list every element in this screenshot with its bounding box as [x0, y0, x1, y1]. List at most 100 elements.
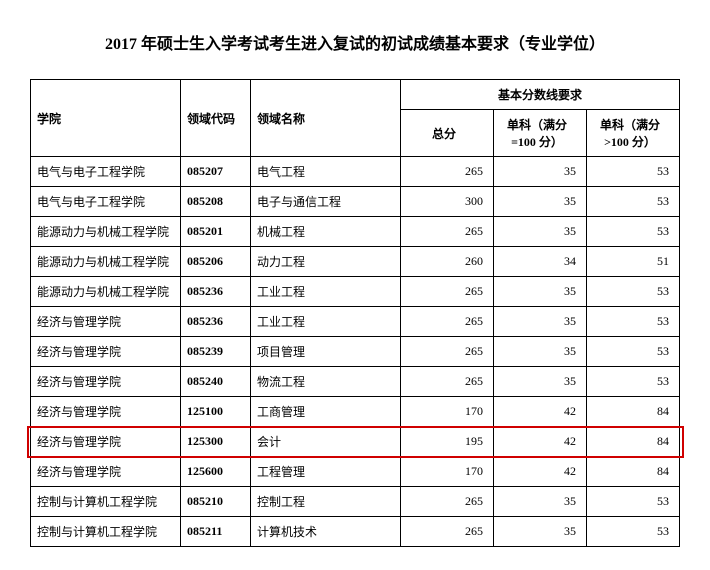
th-sub2: 单科（满分>100 分） — [587, 110, 680, 157]
cell-sub2: 53 — [587, 157, 680, 187]
table-body: 电气与电子工程学院085207电气工程2653553电气与电子工程学院08520… — [31, 157, 680, 547]
cell-sub2: 53 — [587, 217, 680, 247]
cell-sub1: 35 — [494, 157, 587, 187]
cell-college: 控制与计算机工程学院 — [31, 517, 181, 547]
cell-college: 经济与管理学院 — [31, 427, 181, 457]
cell-sub1: 35 — [494, 337, 587, 367]
th-score-group: 基本分数线要求 — [401, 80, 680, 110]
table-row: 电气与电子工程学院085208电子与通信工程3003553 — [31, 187, 680, 217]
th-total: 总分 — [401, 110, 494, 157]
cell-sub1: 35 — [494, 217, 587, 247]
cell-code: 085211 — [181, 517, 251, 547]
cell-total: 265 — [401, 517, 494, 547]
cell-sub1: 35 — [494, 277, 587, 307]
table-row: 经济与管理学院125600工程管理1704284 — [31, 457, 680, 487]
cell-sub2: 53 — [587, 337, 680, 367]
cell-code: 125100 — [181, 397, 251, 427]
cell-sub2: 84 — [587, 457, 680, 487]
table-row: 控制与计算机工程学院085211计算机技术2653553 — [31, 517, 680, 547]
table-row: 经济与管理学院085239项目管理2653553 — [31, 337, 680, 367]
cell-college: 能源动力与机械工程学院 — [31, 247, 181, 277]
cell-total: 265 — [401, 367, 494, 397]
table-row: 电气与电子工程学院085207电气工程2653553 — [31, 157, 680, 187]
cell-total: 265 — [401, 487, 494, 517]
cell-code: 085210 — [181, 487, 251, 517]
cell-total: 195 — [401, 427, 494, 457]
cell-name: 动力工程 — [251, 247, 401, 277]
cell-sub1: 34 — [494, 247, 587, 277]
cell-sub2: 53 — [587, 307, 680, 337]
cell-total: 170 — [401, 457, 494, 487]
cell-sub1: 35 — [494, 307, 587, 337]
cell-sub2: 51 — [587, 247, 680, 277]
cell-college: 经济与管理学院 — [31, 457, 181, 487]
cell-name: 工程管理 — [251, 457, 401, 487]
cell-college: 经济与管理学院 — [31, 337, 181, 367]
cell-name: 计算机技术 — [251, 517, 401, 547]
cell-total: 265 — [401, 217, 494, 247]
cell-sub2: 84 — [587, 427, 680, 457]
cell-sub2: 53 — [587, 487, 680, 517]
cell-code: 125600 — [181, 457, 251, 487]
table-row: 经济与管理学院085236工业工程2653553 — [31, 307, 680, 337]
cell-code: 125300 — [181, 427, 251, 457]
cell-sub1: 42 — [494, 397, 587, 427]
cell-college: 控制与计算机工程学院 — [31, 487, 181, 517]
cell-college: 电气与电子工程学院 — [31, 187, 181, 217]
cell-total: 300 — [401, 187, 494, 217]
cell-total: 260 — [401, 247, 494, 277]
cell-name: 物流工程 — [251, 367, 401, 397]
cell-sub1: 35 — [494, 517, 587, 547]
cell-code: 085206 — [181, 247, 251, 277]
table-row: 经济与管理学院125100工商管理1704284 — [31, 397, 680, 427]
cell-name: 电子与通信工程 — [251, 187, 401, 217]
cell-college: 能源动力与机械工程学院 — [31, 217, 181, 247]
table-row: 经济与管理学院085240物流工程2653553 — [31, 367, 680, 397]
cell-college: 经济与管理学院 — [31, 367, 181, 397]
th-college: 学院 — [31, 80, 181, 157]
cell-name: 电气工程 — [251, 157, 401, 187]
cell-sub2: 84 — [587, 397, 680, 427]
cell-name: 项目管理 — [251, 337, 401, 367]
cell-sub2: 53 — [587, 187, 680, 217]
cell-sub1: 42 — [494, 457, 587, 487]
table-row: 能源动力与机械工程学院085236工业工程2653553 — [31, 277, 680, 307]
cell-code: 085236 — [181, 277, 251, 307]
cell-sub2: 53 — [587, 517, 680, 547]
cell-name: 工商管理 — [251, 397, 401, 427]
th-name: 领域名称 — [251, 80, 401, 157]
th-sub1: 单科（满分=100 分） — [494, 110, 587, 157]
cell-code: 085201 — [181, 217, 251, 247]
cell-total: 170 — [401, 397, 494, 427]
cell-name: 机械工程 — [251, 217, 401, 247]
cell-code: 085240 — [181, 367, 251, 397]
cell-name: 工业工程 — [251, 307, 401, 337]
cell-college: 电气与电子工程学院 — [31, 157, 181, 187]
cell-sub1: 42 — [494, 427, 587, 457]
cell-code: 085236 — [181, 307, 251, 337]
cell-total: 265 — [401, 307, 494, 337]
score-table: 学院 领域代码 领域名称 基本分数线要求 总分 单科（满分=100 分） 单科（… — [30, 79, 680, 547]
cell-code: 085239 — [181, 337, 251, 367]
cell-sub1: 35 — [494, 367, 587, 397]
cell-code: 085208 — [181, 187, 251, 217]
table-row: 能源动力与机械工程学院085201机械工程2653553 — [31, 217, 680, 247]
cell-college: 能源动力与机械工程学院 — [31, 277, 181, 307]
cell-college: 经济与管理学院 — [31, 307, 181, 337]
cell-total: 265 — [401, 277, 494, 307]
cell-total: 265 — [401, 337, 494, 367]
cell-college: 经济与管理学院 — [31, 397, 181, 427]
cell-name: 控制工程 — [251, 487, 401, 517]
cell-name: 工业工程 — [251, 277, 401, 307]
page-title: 2017 年硕士生入学考试考生进入复试的初试成绩基本要求（专业学位） — [30, 30, 680, 54]
table-row: 控制与计算机工程学院085210控制工程2653553 — [31, 487, 680, 517]
cell-sub2: 53 — [587, 367, 680, 397]
table-wrapper: 学院 领域代码 领域名称 基本分数线要求 总分 单科（满分=100 分） 单科（… — [30, 79, 680, 547]
cell-sub1: 35 — [494, 487, 587, 517]
cell-sub2: 53 — [587, 277, 680, 307]
table-row: 经济与管理学院125300会计1954284 — [31, 427, 680, 457]
table-row: 能源动力与机械工程学院085206动力工程2603451 — [31, 247, 680, 277]
cell-name: 会计 — [251, 427, 401, 457]
cell-total: 265 — [401, 157, 494, 187]
th-code: 领域代码 — [181, 80, 251, 157]
